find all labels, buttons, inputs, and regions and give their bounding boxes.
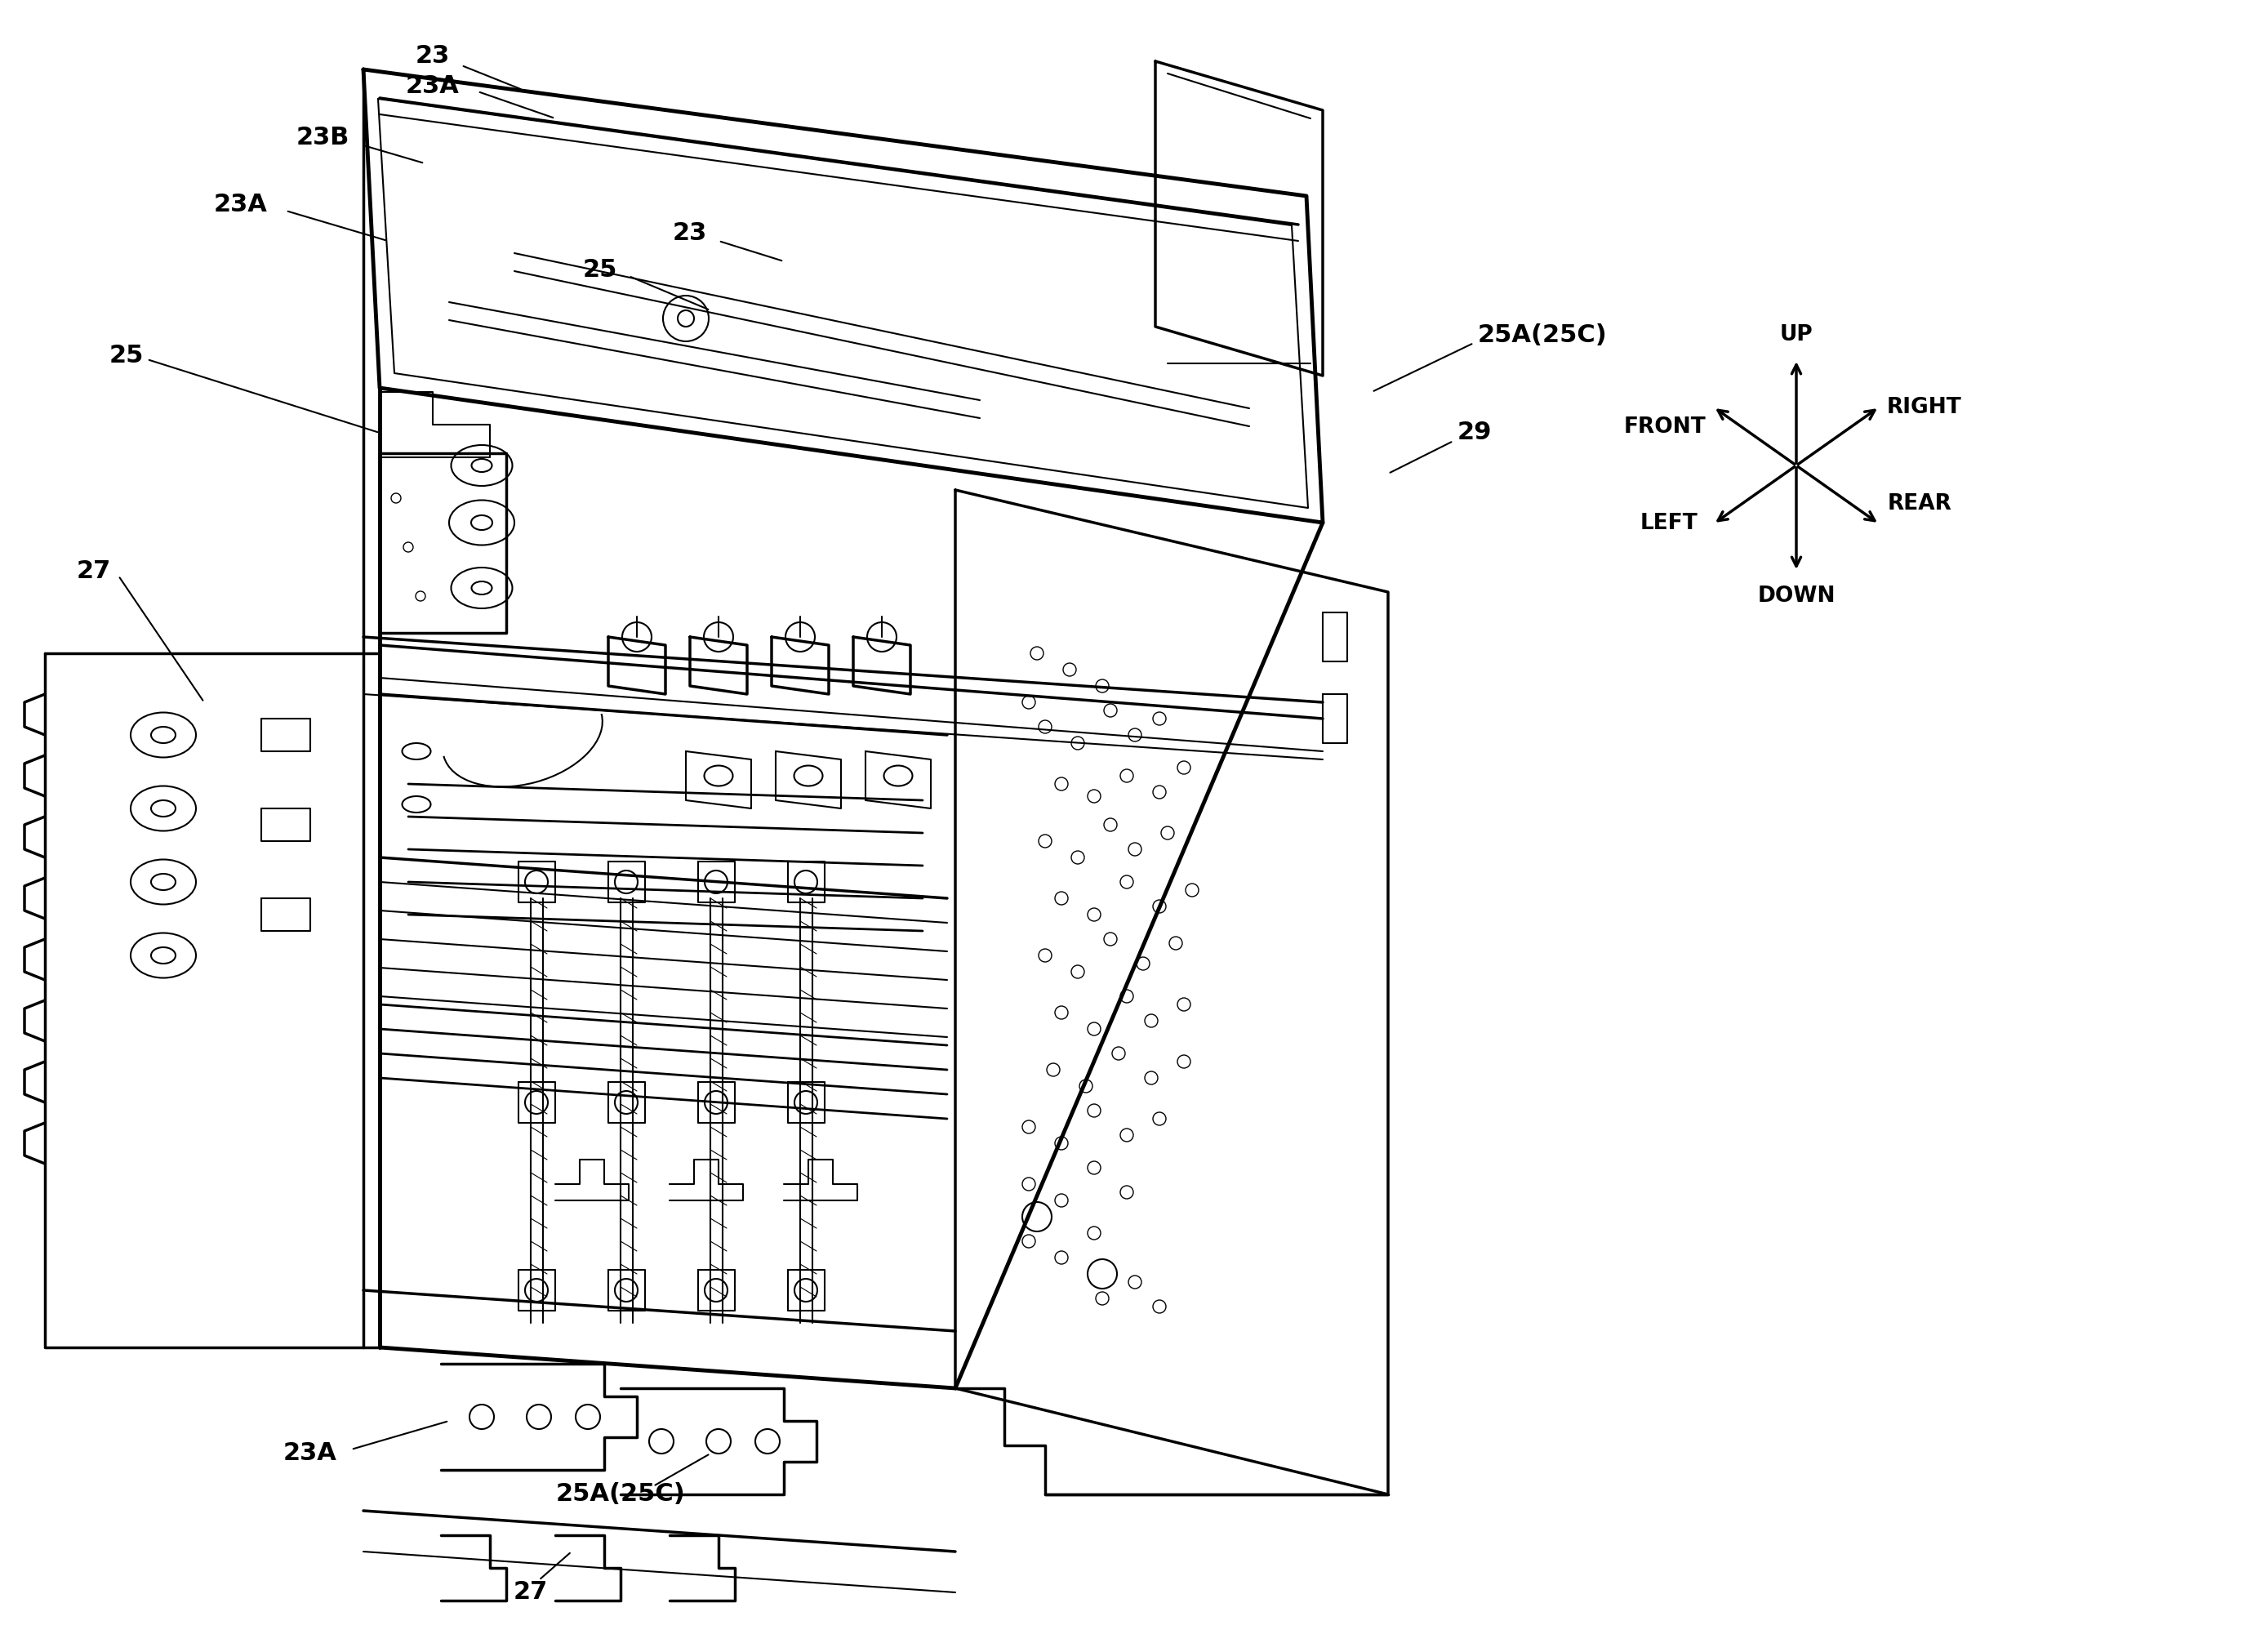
Text: UP: UP	[1780, 324, 1814, 345]
Text: 25: 25	[582, 258, 618, 281]
Text: 25A(25C): 25A(25C)	[1478, 324, 1609, 347]
Text: DOWN: DOWN	[1757, 585, 1836, 606]
Text: FRONT: FRONT	[1624, 416, 1706, 438]
Text: 23: 23	[672, 221, 706, 244]
Text: RIGHT: RIGHT	[1886, 396, 1960, 418]
Text: 23A: 23A	[406, 74, 460, 97]
Text: LEFT: LEFT	[1640, 514, 1697, 535]
Text: 23: 23	[415, 43, 449, 68]
Text: 25A(25C): 25A(25C)	[555, 1482, 686, 1507]
Text: 23B: 23B	[296, 126, 350, 149]
Text: 23A: 23A	[214, 192, 268, 216]
Text: 29: 29	[1457, 421, 1491, 444]
Text: 23A: 23A	[284, 1442, 336, 1465]
Text: REAR: REAR	[1888, 492, 1951, 514]
Text: 27: 27	[77, 560, 111, 583]
Text: 25: 25	[108, 344, 144, 367]
Text: 27: 27	[514, 1581, 548, 1604]
